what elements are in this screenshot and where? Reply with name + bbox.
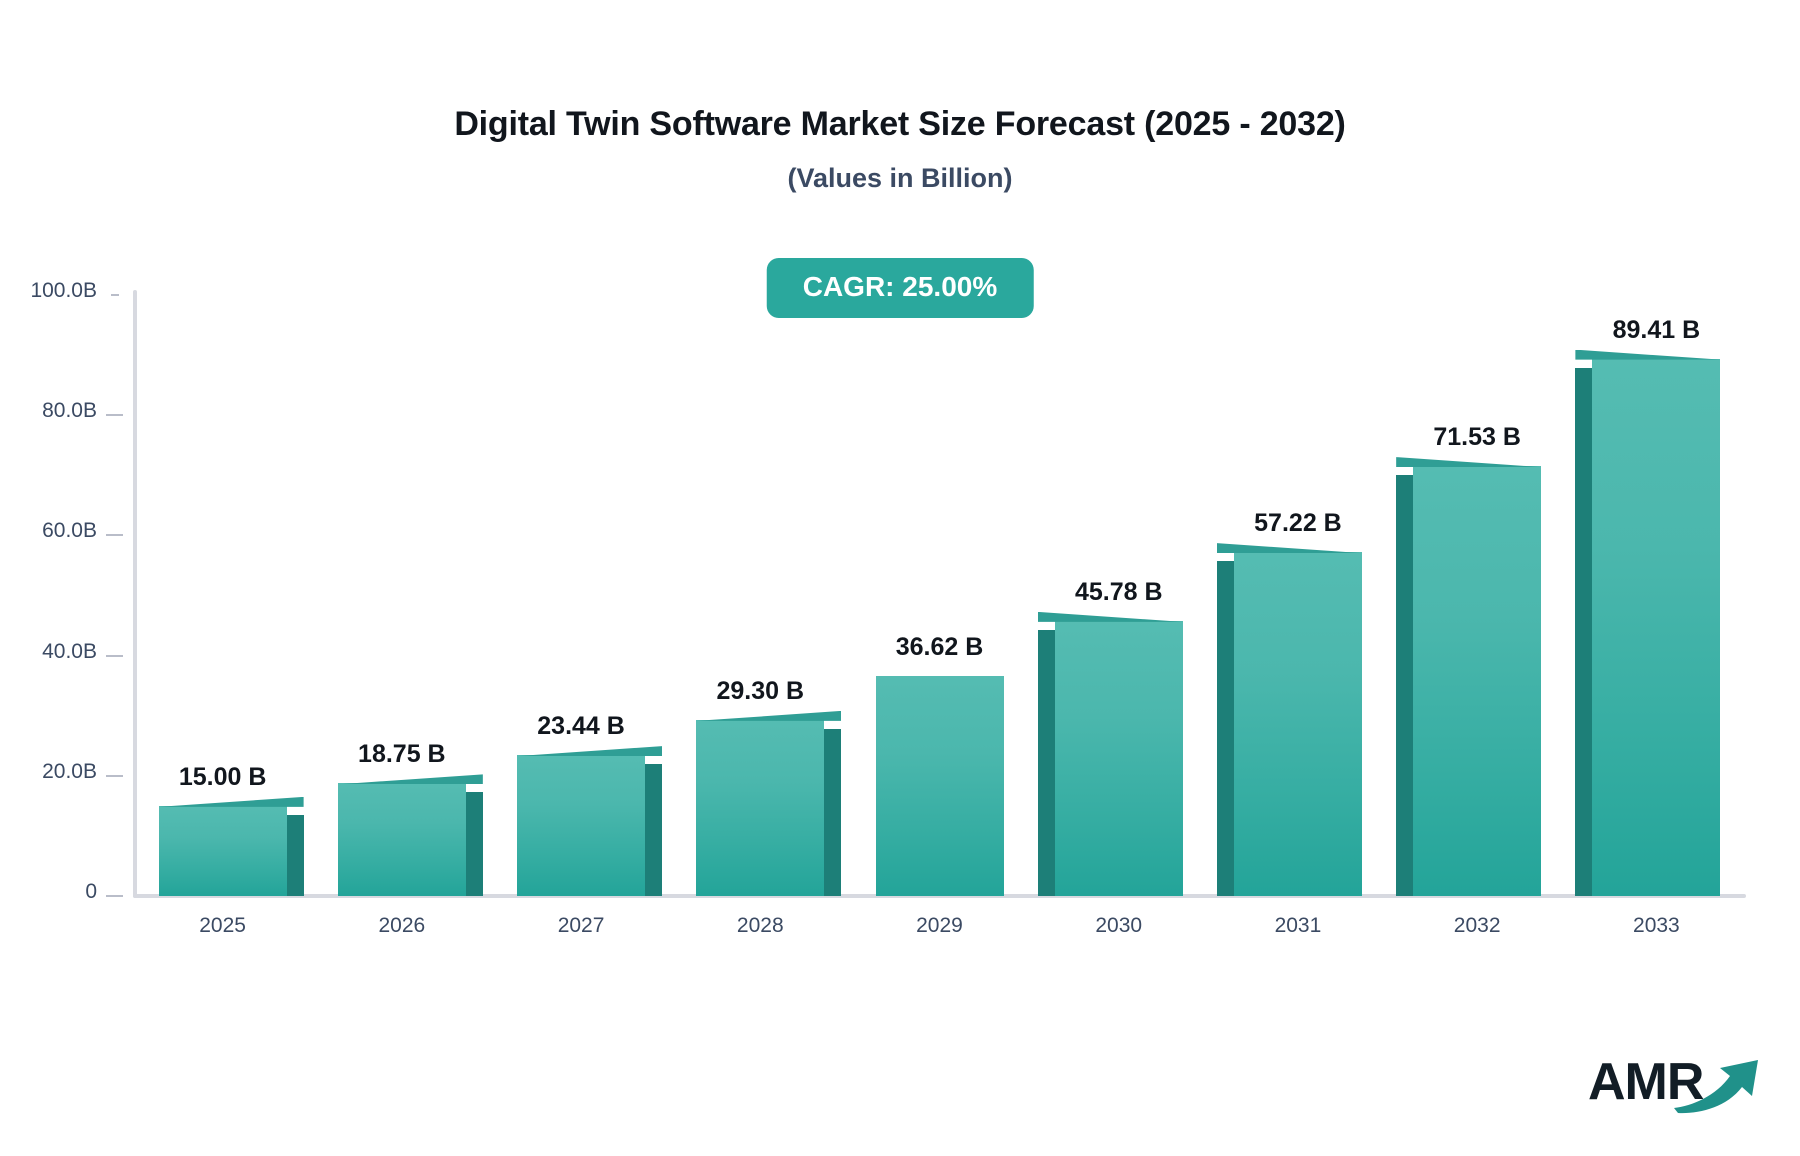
bar-side-face (1037, 629, 1055, 896)
x-axis-label-2027: 2027 (557, 914, 605, 937)
bar-face (696, 719, 825, 896)
bar-2033[interactable]: 89.41 B (1575, 317, 1721, 896)
bar-face (517, 755, 646, 896)
y-axis-line (133, 290, 137, 898)
bar-value-label: 36.62 B (895, 632, 984, 661)
bar-face (1592, 358, 1721, 896)
x-axis-label-2033: 2033 (1633, 914, 1680, 937)
bar-face (337, 783, 466, 896)
bar-side-face (645, 764, 663, 896)
bar-top-cap (158, 796, 304, 807)
y-axis-tick-label: 20.0B (42, 759, 97, 783)
bar-value-label: 23.44 B (537, 712, 625, 741)
bar-top-cap (1216, 543, 1362, 554)
bar-side-face (1216, 561, 1234, 896)
x-axis-label-2028: 2028 (736, 914, 784, 937)
y-axis-tick-label: 100.0B (30, 279, 97, 302)
bar-value-label: 57.22 B (1254, 509, 1342, 538)
bar-face (158, 805, 287, 896)
trending-up-arrow-icon (1674, 1060, 1758, 1114)
y-axis-tick-mark (106, 774, 123, 777)
x-axis-label-2029: 2029 (916, 914, 963, 937)
y-axis-tick-label: 40.0B (42, 639, 97, 663)
bar-2031[interactable]: 57.22 B (1216, 511, 1362, 896)
cagr-badge: CAGR: 25.00% (766, 258, 1034, 318)
bar-top-cap (1575, 349, 1721, 360)
bar-top-cap (517, 746, 663, 757)
bar-value-label: 15.00 B (178, 762, 267, 791)
bar-side-face (824, 728, 842, 896)
amr-logo: AMR (1588, 1048, 1760, 1126)
bar-side-face (465, 792, 483, 896)
y-axis-tick-label: 80.0B (42, 399, 97, 423)
bar-2032[interactable]: 71.53 B (1396, 425, 1542, 896)
bar-2027[interactable]: 23.44 B (517, 714, 663, 896)
bar-side-face (1396, 475, 1414, 896)
bar-top-cap (1037, 611, 1183, 622)
x-axis-label-2031: 2031 (1274, 914, 1322, 937)
bar-top-cap (337, 774, 483, 785)
bar-side-face (1575, 367, 1593, 896)
bar-side-face (286, 814, 304, 896)
bar-top-cap (696, 710, 842, 721)
bar-2026[interactable]: 18.75 B (337, 742, 483, 896)
y-axis-tick-mark (106, 654, 123, 657)
bar-2030[interactable]: 45.78 B (1037, 579, 1183, 896)
y-axis-tick-mark (111, 294, 119, 296)
y-axis-tick-label: 0 (85, 880, 97, 903)
bar-face (1054, 620, 1183, 896)
bar-value-label: 45.78 B (1074, 577, 1163, 606)
y-axis-tick-mark (106, 895, 123, 897)
bar-value-label: 18.75 B (358, 740, 446, 769)
chart-title: Digital Twin Software Market Size Foreca… (454, 105, 1346, 143)
bar-value-label: 71.53 B (1433, 423, 1521, 452)
x-axis-label-2030: 2030 (1095, 914, 1143, 937)
x-axis-label-2025: 2025 (199, 914, 246, 937)
y-axis-tick-mark (106, 534, 123, 537)
title-block: Digital Twin Software Market Size Foreca… (0, 104, 1800, 194)
amr-logo-text: AMR (1588, 1053, 1704, 1111)
bar-2029[interactable]: 36.62 B (875, 634, 1004, 896)
bar-face (1233, 552, 1362, 896)
x-axis-label-2026: 2026 (378, 914, 426, 937)
x-axis-line (133, 894, 1746, 898)
bar-value-label: 89.41 B (1612, 315, 1701, 344)
bar-2028[interactable]: 29.30 B (696, 678, 842, 896)
bar-top-cap (1396, 457, 1542, 468)
chart-subtitle: (Values in Billion) (787, 162, 1013, 193)
y-axis-tick-mark (106, 414, 123, 417)
bar-face (1413, 466, 1542, 896)
bar-face (875, 675, 1004, 896)
bar-2025[interactable]: 15.00 B (158, 764, 304, 896)
bar-value-label: 29.30 B (716, 676, 805, 705)
y-axis-tick-label: 60.0B (42, 519, 97, 543)
x-axis-label-2032: 2032 (1453, 914, 1501, 937)
